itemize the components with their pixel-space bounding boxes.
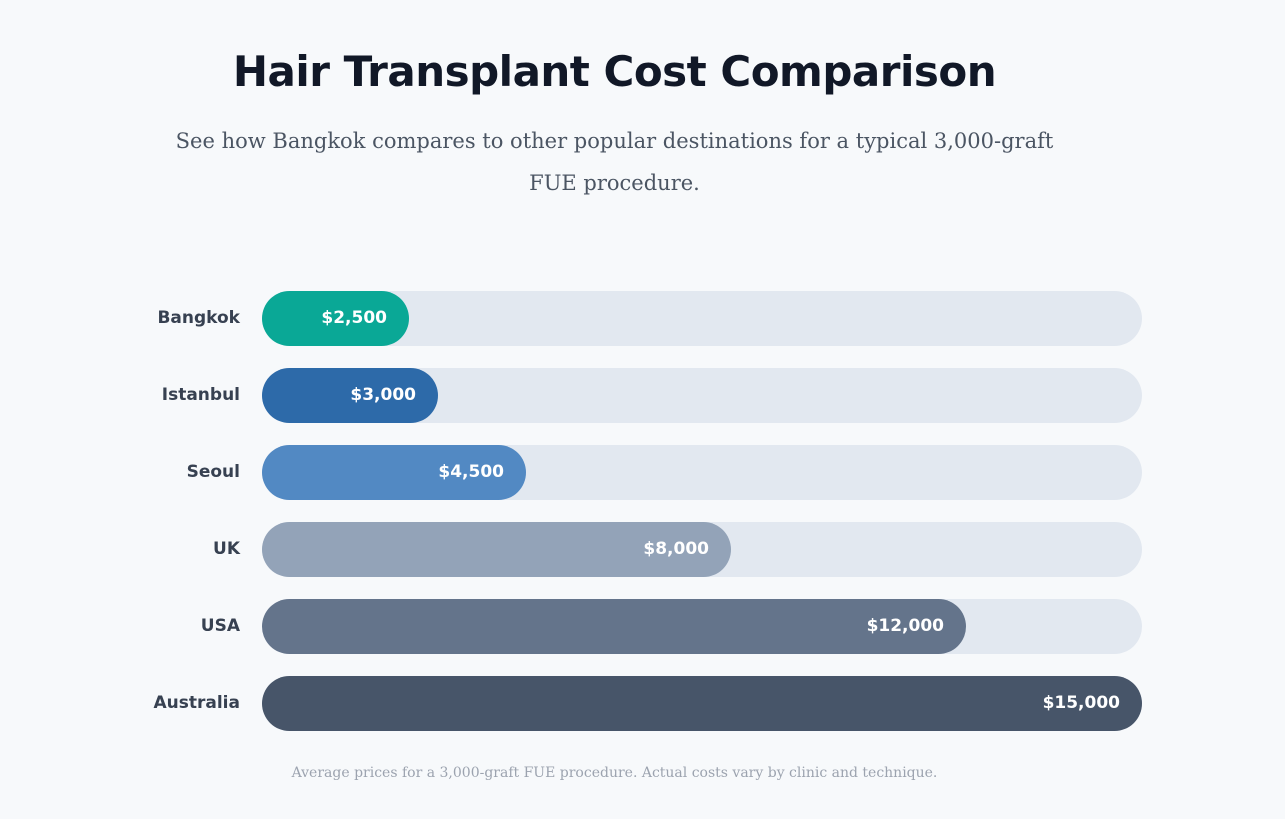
bar: $8,000 <box>262 522 731 577</box>
bar: $4,500 <box>262 445 526 500</box>
bar: $12,000 <box>262 599 966 654</box>
bar-value-label: $3,000 <box>350 385 416 405</box>
category-label: USA <box>200 616 240 636</box>
bar-value-label: $2,500 <box>321 308 387 328</box>
chart-subtitle: See how Bangkok compares to other popula… <box>175 129 1054 195</box>
bar-track: $4,500 <box>262 445 1142 500</box>
bar-value-label: $12,000 <box>866 616 944 636</box>
bar: $3,000 <box>262 368 438 423</box>
bar-track: $12,000 <box>262 599 1142 654</box>
bar-track: $2,500 <box>262 291 1142 346</box>
category-label: Istanbul <box>161 385 240 405</box>
bar: $2,500 <box>262 291 409 346</box>
category-label: UK <box>213 539 240 559</box>
category-label: Seoul <box>186 462 240 482</box>
category-label: Australia <box>153 693 241 713</box>
bar-row: Bangkok $2,500 <box>0 291 1285 346</box>
bar: $15,000 <box>262 676 1142 731</box>
category-label: Bangkok <box>157 308 240 328</box>
bar-track: $15,000 <box>262 676 1142 731</box>
bar-row: UK $8,000 <box>0 522 1285 577</box>
bar-row: Istanbul $3,000 <box>0 368 1285 423</box>
bar-value-label: $15,000 <box>1042 693 1120 713</box>
bar-row: Seoul $4,500 <box>0 445 1285 500</box>
bar-value-label: $8,000 <box>643 539 709 559</box>
bar-track: $8,000 <box>262 522 1142 577</box>
bar-row: Australia $15,000 <box>0 676 1285 731</box>
bar-row: USA $12,000 <box>0 599 1285 654</box>
bar-value-label: $4,500 <box>438 462 504 482</box>
footnote: Average prices for a 3,000-graft FUE pro… <box>291 765 938 781</box>
chart-title: Hair Transplant Cost Comparison <box>232 47 997 96</box>
bar-track: $3,000 <box>262 368 1142 423</box>
